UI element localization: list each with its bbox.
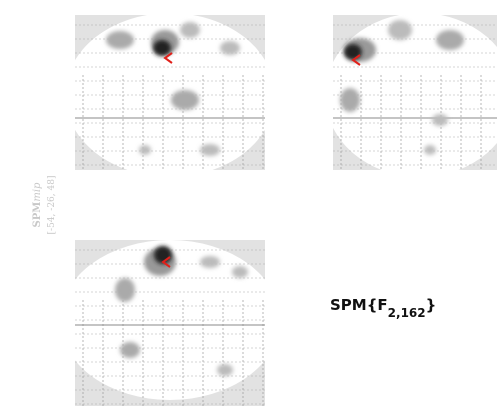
activation-blob [120, 342, 140, 358]
peak-marker [161, 256, 171, 268]
activation-peak [153, 40, 171, 56]
statistic-label: SPM{F2,162} [330, 296, 436, 320]
activation-blob [424, 145, 436, 155]
activation-blob [200, 144, 220, 156]
activation-blob [106, 31, 134, 49]
activation-blob [436, 30, 464, 50]
side-label-prefix: SPM [32, 202, 43, 228]
activation-blob [200, 256, 220, 268]
activation-blob [388, 20, 412, 40]
glass-brain-panels [75, 15, 497, 406]
brain-outline [75, 15, 265, 170]
coordinates: [-54, -26, 48] [47, 176, 57, 235]
glass-brain [75, 15, 265, 170]
activation-blob [432, 114, 448, 126]
peak-marker [163, 52, 173, 64]
activation-blob [180, 22, 200, 38]
glass-brain [333, 15, 497, 170]
activation-blob [220, 41, 240, 55]
statistic-suffix: } [426, 296, 437, 314]
activation-blob [232, 266, 248, 278]
statistic-subscript: 2,162 [388, 306, 426, 320]
activation-blob [139, 145, 151, 155]
activation-blob [217, 364, 233, 376]
side-label-suffix: mip [32, 182, 43, 202]
statistic-prefix: SPM{F [330, 296, 388, 314]
activation-peak [344, 44, 362, 60]
activation-blob [171, 90, 199, 110]
glass-brain [75, 240, 265, 406]
side-label: SPMmip [32, 182, 43, 227]
activation-blob [340, 88, 360, 112]
activation-blob [115, 278, 135, 302]
peak-marker [351, 54, 361, 66]
